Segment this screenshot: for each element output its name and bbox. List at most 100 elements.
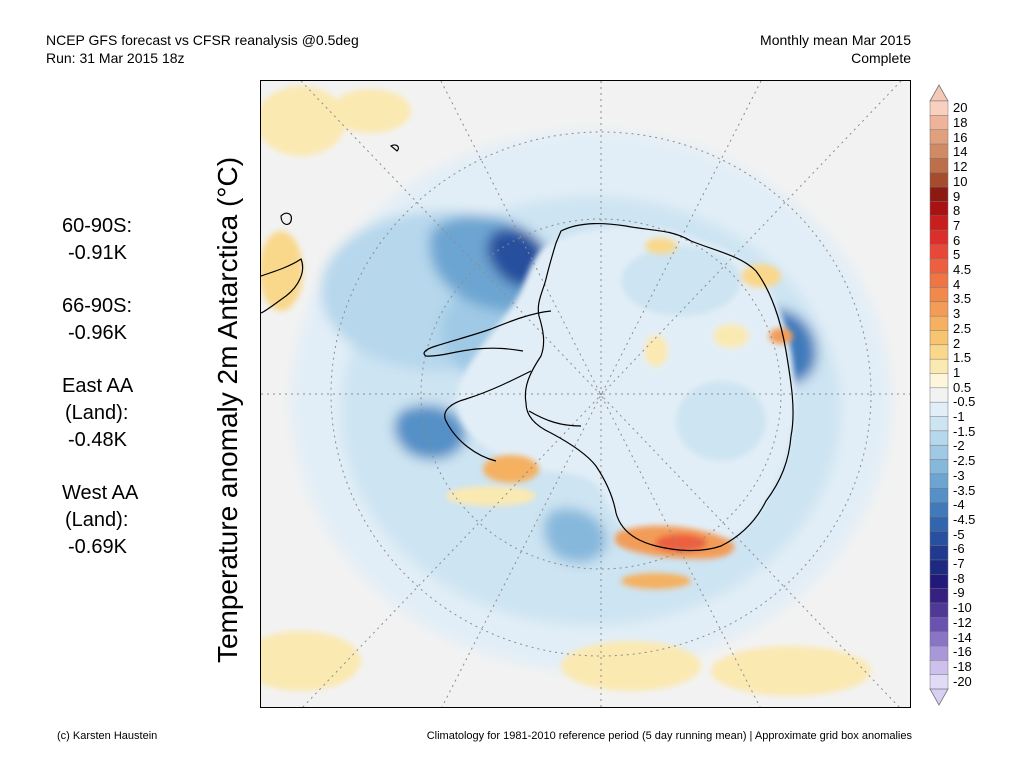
- variable-label: Temperature anomaly 2m Antarctica (°C): [212, 156, 243, 664]
- colorbar-swatch: [929, 430, 949, 446]
- colorbar-tick-label: -5: [953, 526, 965, 542]
- cool-patch-interior-1: [621, 246, 741, 316]
- warm-anomaly-northwest: [261, 86, 346, 156]
- cool-patch-interior-2: [676, 381, 766, 461]
- colorbar-swatch: [929, 444, 949, 461]
- colorbar-tick-label: 4.5: [953, 262, 972, 278]
- warm-anomaly-south: [561, 641, 701, 691]
- colorbar-swatch: [929, 617, 949, 633]
- regional-stats: 60-90S: -0.91K 66-90S: -0.96K East AA (L…: [62, 213, 138, 587]
- colorbar-swatch: [929, 186, 949, 202]
- south-america-coastline: [261, 258, 304, 314]
- colorbar-swatch: [929, 201, 949, 217]
- colorbar-tick-label: 12: [953, 159, 968, 175]
- colorbar-tick-label: -3: [953, 467, 965, 483]
- map-canvas: [261, 81, 910, 707]
- stat-66-90s: 66-90S: -0.96K: [62, 293, 138, 347]
- warm-anomaly-patagonia: [261, 231, 303, 311]
- stat-east-aa: East AA (Land): -0.48K: [62, 373, 138, 454]
- anomaly-field-warm: [261, 86, 871, 696]
- island-coastline: [280, 212, 292, 226]
- colorbar-over-arrow: [929, 84, 949, 102]
- colorbar-labels: 20 18 16 14 12 10 9 8 7 6 5 4.5 4 3.5 3 2.5 2 1.5 1 0.5 -0.5…: [953, 85, 1013, 705]
- colorbar-swatches: [929, 84, 949, 706]
- colorbar-tick-label: -12: [953, 614, 972, 630]
- stat-value: -0.96K: [68, 322, 127, 344]
- colorbar-tick-label: -10: [953, 600, 972, 616]
- colorbar-swatch: [929, 143, 949, 159]
- colorbar-tick-label: -9: [953, 585, 965, 601]
- warm-patch-east: [713, 324, 749, 348]
- colorbar-tick-label: 5: [953, 247, 961, 263]
- colorbar-tick-label: 0.5: [953, 379, 972, 395]
- colorbar-tick-label: -20: [953, 673, 972, 689]
- colorbar-tick-label: 16: [953, 129, 968, 145]
- warm-anomaly-ross-core: [655, 534, 707, 552]
- colorbar-under-arrow: [929, 688, 949, 706]
- colorbar-swatch: [929, 330, 949, 346]
- credit: (c) Karsten Haustein: [57, 730, 158, 742]
- colorbar-swatch: [929, 344, 949, 360]
- colorbar-swatch: [929, 502, 949, 518]
- colorbar: [929, 84, 949, 706]
- colorbar-swatch: [929, 473, 949, 489]
- stat-60-90s: 60-90S: -0.91K: [62, 213, 138, 267]
- colorbar-swatch: [929, 574, 949, 590]
- colorbar-swatch: [929, 660, 949, 676]
- colorbar-tick-label: -14: [953, 629, 972, 645]
- antarctica-coastline: [524, 222, 794, 552]
- colorbar-tick-label: -4: [953, 497, 965, 513]
- colorbar-swatch: [929, 358, 949, 375]
- stat-value: -0.91K: [68, 242, 127, 264]
- colorbar-tick-label: 3.5: [953, 291, 972, 307]
- colorbar-tick-label: -16: [953, 644, 972, 660]
- colorbar-swatch: [929, 172, 949, 188]
- colorbar-swatch: [929, 258, 949, 274]
- colorbar-swatch: [929, 645, 949, 661]
- colorbar-swatch: [929, 229, 949, 245]
- warm-anomaly-northwest-2: [331, 89, 411, 133]
- anomaly-map: [260, 80, 911, 708]
- stat-region: 60-90S:: [62, 215, 133, 237]
- colorbar-swatch: [929, 115, 949, 131]
- title-line-2: Run: 31 Mar 2015 18z: [46, 50, 185, 66]
- colorbar-tick-label: -6: [953, 541, 965, 557]
- warm-anomaly-coast-east-2: [769, 328, 793, 344]
- colorbar-swatch: [929, 244, 949, 260]
- colorbar-tick-label: 7: [953, 217, 961, 233]
- cool-blob-south: [543, 508, 607, 563]
- colorbar-tick-label: 8: [953, 203, 961, 219]
- colorbar-tick-label: -18: [953, 658, 972, 674]
- warm-patch-interior: [644, 335, 668, 367]
- colorbar-swatch: [929, 387, 949, 403]
- title-line-1: NCEP GFS forecast vs CFSR reanalysis @0.…: [46, 32, 359, 48]
- stat-value: -0.48K: [68, 429, 127, 451]
- graticule-circle: [420, 218, 782, 570]
- colorbar-tick-label: 2: [953, 335, 961, 351]
- period-line-1: Monthly mean Mar 2015: [760, 32, 911, 48]
- colorbar-swatch: [929, 459, 949, 475]
- colorbar-swatch: [929, 516, 949, 532]
- colorbar-swatch: [929, 588, 949, 604]
- colorbar-swatch: [929, 530, 949, 547]
- warm-anomaly-east-coast: [645, 238, 677, 254]
- colorbar-swatch: [929, 602, 949, 618]
- colorbar-tick-label: -0.5: [953, 394, 976, 410]
- colorbar-tick-label: -1: [953, 409, 965, 425]
- antarctic-peninsula-coastline: [423, 310, 552, 357]
- colorbar-swatch: [929, 129, 949, 145]
- colorbar-swatch: [929, 158, 949, 174]
- colorbar-swatch: [929, 272, 949, 288]
- colorbar-tick-label: -2.5: [953, 453, 976, 469]
- colorbar-swatch: [929, 487, 949, 504]
- stat-value: -0.69K: [68, 536, 127, 558]
- warm-anomaly-bellingshausen: [446, 486, 536, 506]
- continent-interior-field: [456, 226, 795, 551]
- colorbar-tick-label: -7: [953, 556, 965, 572]
- colorbar-swatch: [929, 215, 949, 231]
- island-coastline: [389, 144, 400, 152]
- colorbar-swatch: [929, 100, 949, 116]
- graticule-meridian: [300, 81, 900, 707]
- period-info: Monthly mean Mar 2015 Complete: [760, 31, 911, 67]
- colorbar-swatch: [929, 373, 949, 389]
